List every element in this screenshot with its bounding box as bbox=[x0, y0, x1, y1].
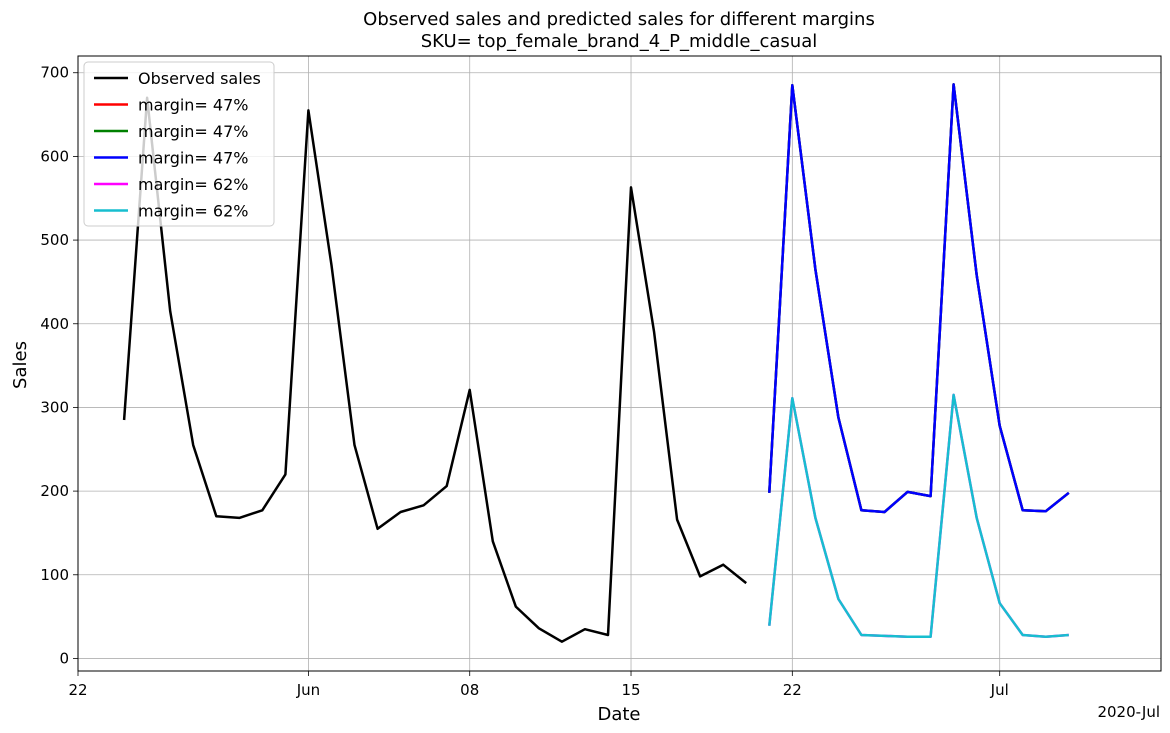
x-tick-label: Jun bbox=[296, 681, 320, 699]
y-tick-label: 500 bbox=[40, 231, 69, 249]
legend-label: margin= 62% bbox=[138, 175, 248, 194]
x-tick-label: 22 bbox=[783, 681, 802, 699]
x-tick-label: 08 bbox=[460, 681, 479, 699]
legend-label: margin= 47% bbox=[138, 96, 248, 115]
legend-label: margin= 62% bbox=[138, 202, 248, 221]
grid-lines bbox=[77, 56, 1161, 671]
axis-ticks: 22 Jun 08 15 22 Jul 0 100 200 300 400 500 600 700 bbox=[40, 64, 1008, 699]
y-axis-label: Sales bbox=[10, 341, 31, 389]
series-line-1 bbox=[122, 96, 747, 643]
legend-label: margin= 47% bbox=[138, 122, 248, 141]
y-tick-label: 0 bbox=[59, 649, 69, 667]
chart-title: Observed sales and predicted sales for d… bbox=[363, 9, 875, 30]
series-line-2 bbox=[768, 83, 1070, 514]
y-tick-label: 300 bbox=[40, 398, 69, 416]
x-axis-offset-label: 2020-Jul bbox=[1097, 703, 1160, 721]
y-tick-label: 200 bbox=[40, 482, 69, 500]
series-line-3 bbox=[768, 83, 1070, 514]
y-tick-label: 600 bbox=[40, 147, 69, 165]
x-tick-label: Jul bbox=[990, 681, 1009, 699]
legend: Observed sales margin= 47% margin= 47% marg… bbox=[83, 61, 275, 227]
x-tick-label: 22 bbox=[68, 681, 87, 699]
series-lines bbox=[122, 83, 1070, 643]
y-tick-label: 700 bbox=[40, 64, 69, 82]
legend-box bbox=[83, 61, 275, 227]
y-tick-label: 100 bbox=[40, 566, 69, 584]
y-tick-label: 400 bbox=[40, 315, 69, 333]
chart-subtitle: SKU= top_female_brand_4_P_middle_casual bbox=[421, 31, 817, 52]
plot-frame bbox=[77, 55, 1162, 672]
series-line-4 bbox=[768, 83, 1070, 514]
legend-label: margin= 47% bbox=[138, 149, 248, 168]
legend-label: Observed sales bbox=[138, 69, 261, 88]
x-tick-label: 15 bbox=[621, 681, 640, 699]
series-line-6 bbox=[768, 393, 1069, 638]
x-axis-label: Date bbox=[597, 704, 640, 725]
